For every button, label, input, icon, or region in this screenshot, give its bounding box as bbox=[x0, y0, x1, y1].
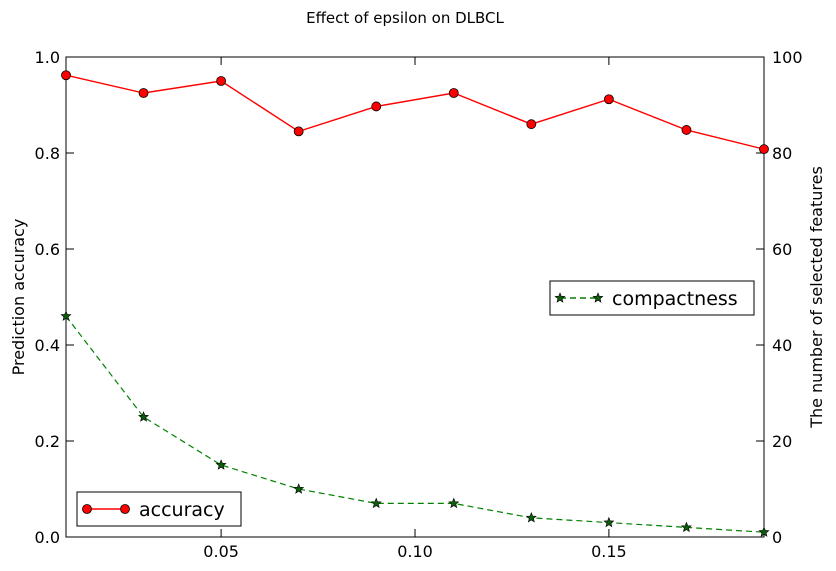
chart-title: Effect of epsilon on DLBCL bbox=[306, 9, 504, 27]
series-accuracy-point bbox=[138, 88, 149, 98]
y2-tick-label: 60 bbox=[772, 240, 792, 259]
y2-tick-label: 40 bbox=[772, 336, 792, 355]
legend-compactness: compactness bbox=[549, 280, 755, 316]
series-accuracy-point bbox=[293, 126, 304, 137]
y-tick-label: 0.8 bbox=[35, 144, 60, 163]
series-compactness-line bbox=[65, 315, 765, 533]
series-accuracy-point bbox=[61, 70, 71, 81]
series-accuracy-point bbox=[603, 94, 614, 105]
y-tick-label: 1.0 bbox=[35, 48, 60, 67]
series-compactness-point bbox=[603, 516, 615, 528]
y-axis-label: Prediction accuracy bbox=[9, 219, 28, 376]
series-accuracy-point bbox=[448, 88, 459, 98]
y-tick-label: 0.2 bbox=[35, 432, 60, 451]
y2-tick-label: 20 bbox=[772, 432, 792, 451]
y-tick-label: 0.4 bbox=[35, 336, 60, 355]
series-compactness-point bbox=[138, 411, 150, 422]
x-tick-label: 0.15 bbox=[591, 542, 627, 561]
series-accuracy-point bbox=[759, 144, 769, 155]
series-accuracy-line bbox=[65, 74, 765, 150]
x-tick-label: 0.10 bbox=[397, 542, 433, 561]
series-accuracy-point bbox=[216, 76, 227, 86]
legend-marker bbox=[120, 504, 130, 514]
legend-accuracy: accuracy bbox=[76, 491, 242, 527]
y-tick-label: 0.0 bbox=[35, 528, 60, 547]
y-tick-label: 0.6 bbox=[35, 240, 60, 259]
series-compactness-point bbox=[370, 497, 382, 509]
series-compactness-point bbox=[448, 497, 460, 509]
series-compactness-point bbox=[293, 483, 305, 494]
legend-marker bbox=[592, 292, 604, 303]
series-compactness-point bbox=[680, 521, 692, 533]
x-tick-label: 0.05 bbox=[203, 542, 239, 561]
series-compactness-point bbox=[215, 459, 227, 470]
y2-tick-label: 0 bbox=[772, 528, 782, 547]
legend-label: accuracy bbox=[139, 499, 225, 521]
series-compactness-point bbox=[60, 310, 72, 321]
y2-tick-label: 100 bbox=[772, 48, 803, 67]
y2-tick-label: 80 bbox=[772, 144, 792, 163]
y2-axis-label: The number of selected features bbox=[807, 166, 826, 429]
series-compactness-point bbox=[758, 526, 770, 537]
legend-marker bbox=[82, 504, 92, 514]
legend-label: compactness bbox=[612, 288, 738, 310]
series-accuracy-point bbox=[526, 119, 537, 130]
series-compactness-point bbox=[525, 511, 537, 523]
series-accuracy-point bbox=[681, 125, 692, 135]
series-accuracy-point bbox=[371, 101, 382, 112]
legend-marker bbox=[554, 292, 566, 303]
